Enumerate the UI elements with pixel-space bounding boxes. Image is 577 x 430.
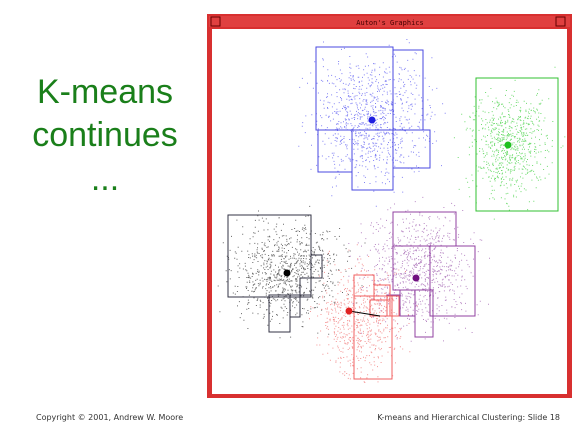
centroid [345,307,353,315]
green-box [475,77,559,212]
centroid [368,116,376,124]
point-clouds [217,39,566,383]
centroid [504,141,512,149]
blue-boxes [315,46,431,191]
footer-right: K-means and Hierarchical Clustering: Sli… [377,413,560,422]
centroid [412,274,420,282]
window-title: Auton's Graphics [356,19,423,27]
title-bar [209,16,570,27]
window-resize-button[interactable] [555,16,566,27]
purple-boxes [386,211,476,338]
title-line: K-means [37,73,173,111]
centroid-trail [348,310,381,317]
point-cloud [217,205,366,339]
point-cloud [298,39,446,207]
black-boxes [227,214,323,333]
centroid [283,269,291,277]
window-menu-button[interactable] [210,16,221,27]
title-line: ... [91,160,119,198]
footer-left: Copyright © 2001, Andrew W. Moore [36,413,183,422]
title-line: continues [32,116,178,154]
cluster-boxes [227,46,559,380]
centroids [283,116,512,317]
